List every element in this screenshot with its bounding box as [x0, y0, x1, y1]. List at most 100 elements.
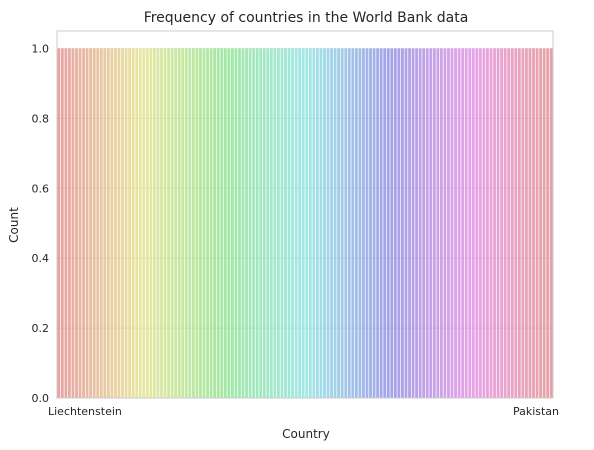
chart-title: Frequency of countries in the World Bank…	[144, 10, 469, 26]
bar	[496, 48, 500, 398]
bar	[284, 48, 287, 398]
bar	[266, 48, 270, 398]
bar	[121, 48, 124, 398]
bar	[124, 48, 128, 398]
bar	[401, 48, 404, 398]
y-tick-label: 0.8	[32, 112, 50, 125]
bar	[549, 48, 553, 398]
bar	[525, 48, 528, 398]
bar	[252, 48, 256, 398]
bar	[114, 48, 117, 398]
bar	[60, 48, 64, 398]
bar	[227, 48, 231, 398]
bar	[376, 48, 380, 398]
bar	[362, 48, 365, 398]
bar	[177, 48, 181, 398]
bar	[298, 48, 302, 398]
bar	[330, 48, 333, 398]
bar	[358, 48, 362, 398]
bar	[191, 48, 195, 398]
bar	[138, 48, 142, 398]
bar	[475, 48, 479, 398]
bar	[92, 48, 96, 398]
bar	[482, 48, 486, 398]
bar	[425, 48, 429, 398]
bar	[145, 48, 149, 398]
x-axis-tick-labels: Liechtenstein Pakistan	[48, 405, 559, 418]
bar	[326, 48, 330, 398]
bar	[312, 48, 316, 398]
plot-frame	[56, 30, 554, 399]
bar	[99, 48, 103, 398]
bar	[96, 48, 100, 398]
bar	[277, 48, 280, 398]
y-tick-label: 0.2	[32, 322, 50, 335]
bar	[245, 48, 248, 398]
bar	[344, 48, 348, 398]
bar	[517, 48, 521, 398]
y-tick-label: 0.6	[32, 182, 50, 195]
bar	[450, 48, 454, 398]
bar	[542, 48, 546, 398]
bar	[170, 48, 174, 398]
bar	[386, 48, 390, 398]
bar	[269, 48, 273, 398]
bar	[464, 48, 468, 398]
bar	[521, 48, 525, 398]
bar	[340, 48, 344, 398]
bar	[383, 48, 387, 398]
bar	[457, 48, 461, 398]
bar	[365, 48, 369, 398]
bar	[213, 48, 217, 398]
bar	[128, 48, 132, 398]
bar	[230, 48, 234, 398]
y-axis-label: Count	[7, 207, 21, 243]
bar	[422, 48, 426, 398]
bar	[354, 48, 358, 398]
bar	[333, 48, 337, 398]
bars-group	[57, 48, 553, 398]
bar	[71, 48, 75, 398]
bar	[149, 48, 153, 398]
bar	[241, 48, 245, 398]
bar	[305, 48, 309, 398]
bar	[206, 48, 209, 398]
bar	[106, 48, 110, 398]
bar	[351, 48, 355, 398]
bar	[153, 48, 156, 398]
bar	[443, 48, 447, 398]
bar	[216, 48, 220, 398]
bar	[532, 48, 535, 398]
bar	[411, 48, 415, 398]
bar	[471, 48, 475, 398]
bar	[415, 48, 419, 398]
y-tick-label: 0.4	[32, 252, 50, 265]
bar	[255, 48, 259, 398]
bar	[507, 48, 511, 398]
bar	[131, 48, 135, 398]
bar	[379, 48, 383, 398]
bar	[160, 48, 163, 398]
bar	[135, 48, 139, 398]
bar	[528, 48, 532, 398]
bar	[287, 48, 291, 398]
bar	[546, 48, 550, 398]
bar	[308, 48, 312, 398]
bar	[82, 48, 85, 398]
bar	[188, 48, 192, 398]
bar	[238, 48, 241, 398]
bar	[418, 48, 422, 398]
bar	[291, 48, 295, 398]
y-axis: 0.0 0.2 0.4 0.6 0.8 1.0	[32, 42, 50, 405]
bar	[234, 48, 238, 398]
bar	[110, 48, 114, 398]
bar	[103, 48, 107, 398]
bar	[447, 48, 450, 398]
bar	[220, 48, 224, 398]
bar	[64, 48, 68, 398]
bar	[195, 48, 199, 398]
bar	[489, 48, 493, 398]
bar	[89, 48, 93, 398]
bar	[315, 48, 319, 398]
bar	[397, 48, 401, 398]
